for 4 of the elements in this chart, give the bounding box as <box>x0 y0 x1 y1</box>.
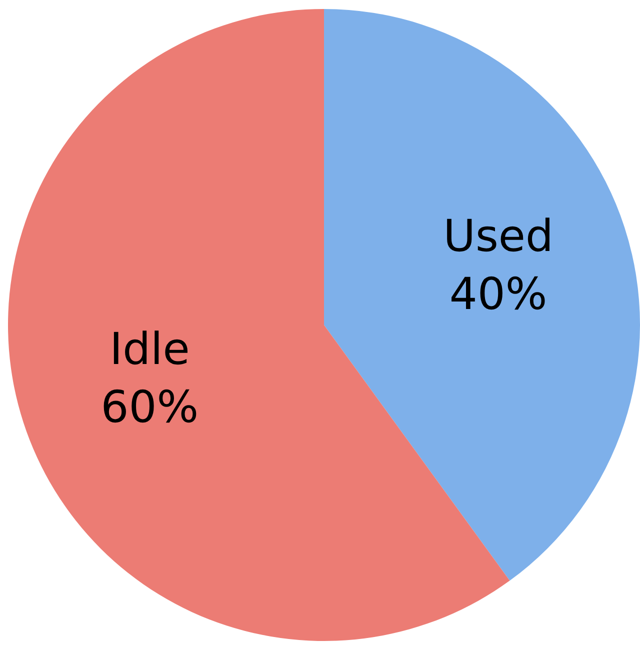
slice-label: Used <box>443 210 554 262</box>
data-label: 40% <box>449 268 548 320</box>
data-label: 60% <box>100 382 199 434</box>
slice-label: Idle <box>110 324 190 376</box>
